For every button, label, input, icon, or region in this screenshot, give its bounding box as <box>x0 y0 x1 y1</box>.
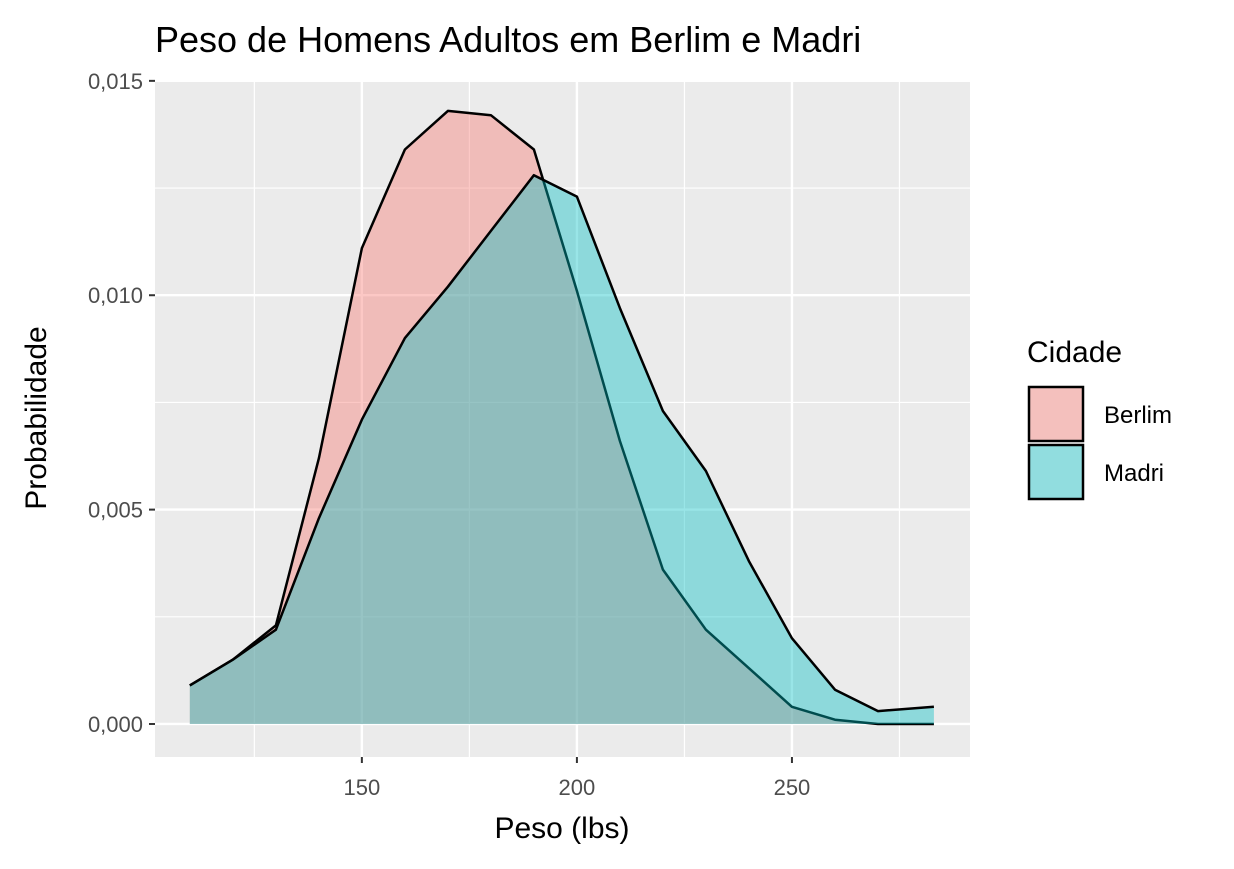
legend-title: Cidade <box>1027 336 1122 369</box>
density-area <box>189 110 934 724</box>
density-line <box>189 109 934 726</box>
panel <box>155 80 970 757</box>
x-tick-label: 250 <box>774 775 811 800</box>
y-tick-label: 0,000 <box>88 712 143 737</box>
legend-key <box>1027 443 1085 501</box>
y-axis-label: Probabilidade <box>20 326 53 509</box>
x-axis-label: Peso (lbs) <box>494 812 629 845</box>
legend-label: Madri <box>1104 460 1164 487</box>
legend-label: Berlim <box>1104 402 1172 429</box>
chart-title: Peso de Homens Adultos em Berlim e Madri <box>155 19 861 60</box>
x-tick-label: 200 <box>559 775 596 800</box>
legend-key-bg <box>1029 387 1083 441</box>
x-tick-label: 150 <box>344 775 381 800</box>
y-tick-label: 0,005 <box>88 498 143 523</box>
density-line <box>189 173 934 713</box>
y-tick-label: 0,015 <box>88 69 143 94</box>
y-tick-label: 0,010 <box>88 283 143 308</box>
legend-key-bg <box>1029 445 1083 499</box>
legend-key <box>1027 385 1085 443</box>
density-area <box>189 175 934 724</box>
